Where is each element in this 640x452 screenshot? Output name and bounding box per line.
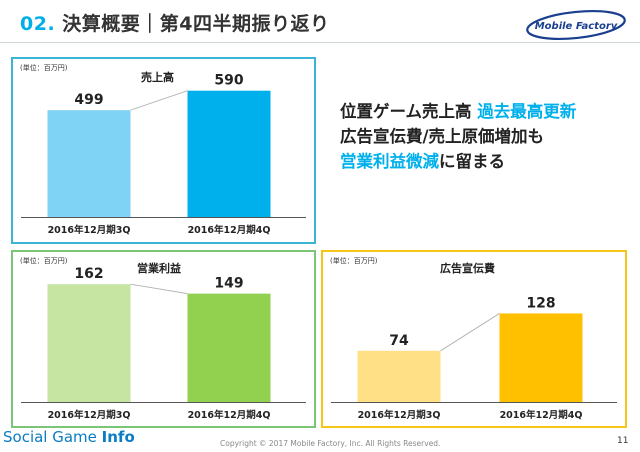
chart-title: 広告宣伝費 <box>440 262 495 275</box>
chart-bar <box>357 350 441 402</box>
category-label: 2016年12月期3Q <box>358 409 441 421</box>
category-label: 2016年12月期4Q <box>188 224 271 236</box>
operating-profit-chart-panel: (単位：百万円) 営業利益 162 2016年12月期3Q 149 2016年12月期… <box>11 250 316 428</box>
data-label: 590 <box>214 73 243 89</box>
chart-bar <box>499 313 583 402</box>
data-label: 499 <box>74 92 103 108</box>
summary-text: 位置ゲーム売上高 過去最高更新 広告宣伝費/売上原価増加も 営業利益微減に留まる <box>340 99 576 174</box>
ad-expense-chart-panel: (単位：百万円) 広告宣伝費 74 2016年12月期3Q 128 2016年12月期… <box>321 250 627 428</box>
connector-line <box>440 313 500 352</box>
unit-label: (単位：百万円) <box>20 64 68 72</box>
connector-line <box>130 283 188 295</box>
page-number: 11 <box>617 436 629 446</box>
page-title: 02. 決算概要｜第4四半期振り返り <box>20 9 330 36</box>
data-label: 149 <box>214 276 243 292</box>
chart-bar <box>47 110 131 217</box>
brand-text: Social Game <box>3 428 102 446</box>
operating-profit-bar-chart: 162 2016年12月期3Q 149 2016年12月期4Q <box>21 266 306 421</box>
company-logo: Mobile Factory <box>526 9 626 41</box>
data-label: 128 <box>526 295 555 311</box>
chart-title: 売上高 <box>141 71 174 84</box>
summary-line-3: 営業利益微減に留まる <box>340 149 576 174</box>
logo-text: Mobile Factory <box>535 21 618 32</box>
summary-highlight: 営業利益微減 <box>340 152 439 171</box>
chart-bar <box>47 284 131 402</box>
category-label: 2016年12月期3Q <box>48 224 131 236</box>
chart-bar <box>187 90 271 217</box>
sales-bar-chart: 499 2016年12月期3Q 590 2016年12月期4Q <box>21 73 306 236</box>
header-divider <box>0 42 640 43</box>
data-label: 74 <box>389 333 409 349</box>
brand-text-bold: Info <box>101 428 135 446</box>
category-label: 2016年12月期4Q <box>188 409 271 421</box>
summary-highlight: 過去最高更新 <box>477 102 577 121</box>
category-label: 2016年12月期3Q <box>48 409 131 421</box>
unit-label: (単位：百万円) <box>20 257 68 265</box>
watermark-brand: Social Game Info <box>3 428 135 446</box>
sales-chart-panel: (単位：百万円) 売上高 499 2016年12月期3Q 590 2016年12月期4… <box>11 57 316 244</box>
connector-line <box>130 90 188 111</box>
unit-label: (単位：百万円) <box>330 257 378 265</box>
chart-title: 営業利益 <box>137 262 181 275</box>
summary-line-2: 広告宣伝費/売上原価増加も <box>340 127 545 146</box>
summary-line-1: 位置ゲーム売上高 過去最高更新 <box>340 99 576 124</box>
summary-text-part: に留まる <box>439 152 505 171</box>
category-label: 2016年12月期4Q <box>500 409 583 421</box>
ad-expense-bar-chart: 74 2016年12月期3Q 128 2016年12月期4Q <box>331 295 617 421</box>
section-title: 決算概要｜第4四半期振り返り <box>62 13 330 35</box>
data-label: 162 <box>74 266 103 282</box>
chart-bar <box>187 293 271 402</box>
summary-text-part: 位置ゲーム売上高 <box>340 102 478 121</box>
section-number: 02. <box>20 13 56 35</box>
copyright-text: Copyright © 2017 Mobile Factory, Inc. Al… <box>220 439 441 448</box>
